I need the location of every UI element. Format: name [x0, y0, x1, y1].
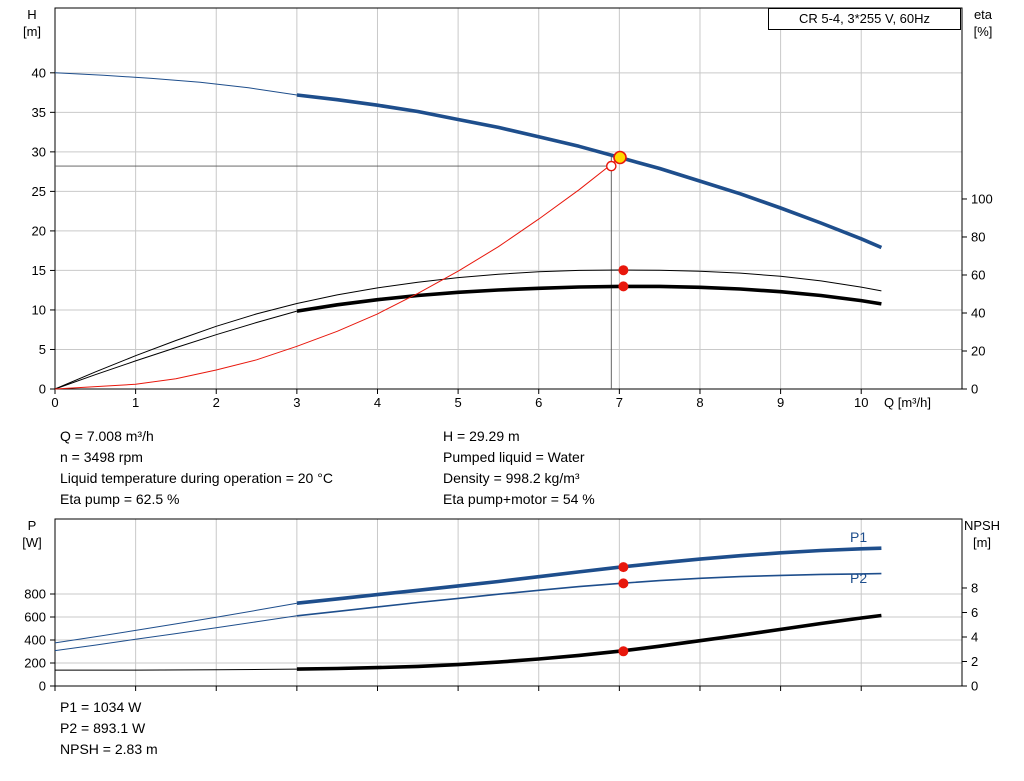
npsh-readout: NPSH = 2.83 m: [60, 741, 158, 757]
series-npsh-lead: [55, 668, 297, 671]
liquid-temperature-readout: Liquid temperature during operation = 20…: [60, 470, 333, 486]
power-info: P1 = 1034 W P2 = 893.1 W NPSH = 2.83 m: [60, 697, 158, 760]
q-axis-label: Q [m³/h]: [884, 395, 931, 410]
eta-pump-motor-readout: Eta pump+motor = 54 %: [443, 491, 595, 507]
eta-axis-title: eta: [973, 7, 993, 22]
series-h-curve-lead: [54, 72, 297, 96]
speed-readout: n = 3498 rpm: [60, 449, 143, 465]
p-axis-title: P: [27, 518, 37, 533]
duty-info-left: Q = 7.008 m³/h n = 3498 rpm Liquid tempe…: [60, 426, 333, 510]
requested-duty-marker: [606, 160, 617, 172]
right-tick-label: 4: [971, 629, 978, 644]
value-marker: [618, 646, 629, 657]
series-system-curve: [54, 157, 621, 390]
series-eta-pump-motor-lead: [54, 310, 298, 390]
h-axis-title: H: [27, 7, 37, 22]
p-axis-unit: [W]: [22, 535, 42, 550]
right-tick-label: 60: [971, 267, 985, 282]
left-tick-label: 200: [24, 655, 46, 670]
right-tick-label: 2: [971, 654, 978, 669]
pumped-liquid-readout: Pumped liquid = Water: [443, 449, 585, 465]
right-tick-label: 8: [971, 580, 978, 595]
left-tick-label: 0: [39, 382, 46, 397]
bottom-tick-label: 2: [213, 395, 220, 410]
value-marker: [618, 281, 629, 292]
left-tick-label: 400: [24, 632, 46, 647]
h-axis-label: H [m]: [14, 6, 50, 40]
value-marker: [618, 265, 629, 276]
bottom-tick-label: 3: [293, 395, 300, 410]
eta-pump-readout: Eta pump = 62.5 %: [60, 491, 180, 507]
bottom-tick-label: 10: [854, 395, 868, 410]
p1-series-label: P1: [850, 529, 868, 545]
series-p1-lead: [54, 602, 297, 644]
eta-axis-label: eta [%]: [962, 6, 1004, 40]
p2-readout: P2 = 893.1 W: [60, 720, 146, 736]
power-npsh-plot: 0 200 400 600 800 0 2 4 6 8: [24, 518, 978, 694]
value-marker: [618, 562, 629, 573]
pump-model-title-box: CR 5-4, 3*255 V, 60Hz: [768, 8, 961, 30]
bottom-tick-label: 6: [535, 395, 542, 410]
bottom-tick-label: 8: [696, 395, 703, 410]
h-axis-unit: [m]: [22, 24, 42, 39]
p2-series-label: P2: [850, 570, 868, 586]
left-tick-label: 5: [39, 342, 46, 357]
left-tick-label: 20: [32, 223, 46, 238]
duty-point-marker: [613, 150, 627, 165]
flow-readout: Q = 7.008 m³/h: [60, 428, 154, 444]
duty-info-right: H = 29.29 m Pumped liquid = Water Densit…: [443, 426, 595, 510]
npsh-axis-unit: [m]: [972, 535, 992, 550]
left-tick-label: 30: [32, 144, 46, 159]
p1-readout: P1 = 1034 W: [60, 699, 142, 715]
bottom-tick-label: 5: [454, 395, 461, 410]
bottom-tick-label: 0: [51, 395, 58, 410]
series-eta-pump: [54, 269, 882, 390]
bottom-tick-label: 1: [132, 395, 139, 410]
value-marker: [618, 578, 629, 589]
left-tick-label: 25: [32, 184, 46, 199]
series-eta-pump-motor: [296, 284, 882, 313]
left-tick-label: 15: [32, 263, 46, 278]
series-h-curve: [296, 93, 883, 250]
right-tick-label: 40: [971, 305, 985, 320]
right-tick-label: 80: [971, 229, 985, 244]
bottom-tick-label: 4: [374, 395, 381, 410]
right-tick-label: 100: [971, 191, 993, 206]
series-p2-lead: [54, 615, 297, 652]
left-tick-label: 800: [24, 586, 46, 601]
left-tick-label: 40: [32, 65, 46, 80]
bottom-tick-label: 9: [777, 395, 784, 410]
series-p2: [296, 572, 882, 617]
eta-axis-unit: [%]: [973, 24, 993, 39]
series-npsh: [296, 613, 882, 671]
p-axis-label: P [W]: [14, 517, 50, 551]
series-p1: [296, 546, 882, 605]
density-readout: Density = 998.2 kg/m³: [443, 470, 580, 486]
plot-frame: [54, 7, 963, 390]
right-tick-label: 0: [971, 382, 978, 397]
left-tick-label: 35: [32, 105, 46, 120]
left-tick-label: 600: [24, 609, 46, 624]
head-readout: H = 29.29 m: [443, 428, 520, 444]
plot-frame: [54, 518, 963, 687]
right-tick-label: 20: [971, 343, 985, 358]
left-tick-label: 10: [32, 302, 46, 317]
right-tick-label: 6: [971, 605, 978, 620]
bottom-tick-label: 7: [616, 395, 623, 410]
npsh-axis-title: NPSH: [963, 518, 1001, 533]
right-tick-label: 0: [971, 679, 978, 694]
left-tick-label: 0: [39, 679, 46, 694]
qh-eta-plot: 0 5 10 15 20 25 30 35 40 0 20 40 60 80 100 0 1 2 3 4 5 6 7 8 9 10: [32, 7, 993, 410]
npsh-axis-label: NPSH [m]: [954, 517, 1010, 551]
